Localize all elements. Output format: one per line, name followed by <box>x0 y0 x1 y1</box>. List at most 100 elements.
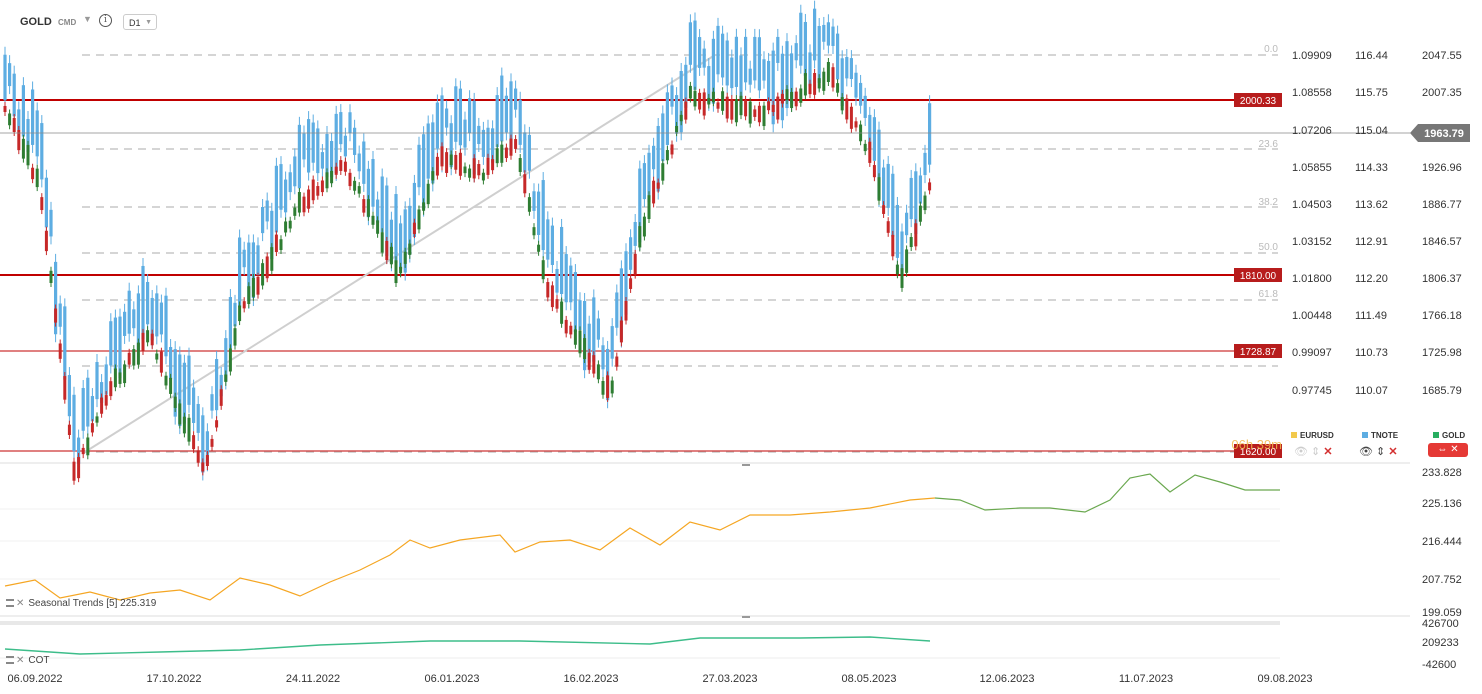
gold-candle-body <box>100 397 104 414</box>
gold-candle-body <box>458 152 462 176</box>
legend-eurusd[interactable]: EURUSD <box>1291 431 1334 440</box>
seasonal-axis-label: 207.752 <box>1422 574 1462 586</box>
gold-candle-body <box>187 417 191 442</box>
tnote-bar <box>270 210 274 260</box>
legend-tnote[interactable]: TNOTE <box>1362 431 1398 440</box>
tnote-bar <box>707 66 711 103</box>
legend-gold[interactable]: GOLD <box>1433 431 1465 440</box>
tnote-bar <box>656 125 660 192</box>
tnote-bar <box>698 37 702 68</box>
price-level-tag <box>1234 344 1282 358</box>
eye-icon[interactable]: 👁 <box>1359 446 1373 458</box>
chevron-down-icon[interactable]: ▼ <box>83 14 92 24</box>
gold-candle-body <box>31 167 35 180</box>
gold-candle-body <box>541 260 545 280</box>
close-icon[interactable]: ✕ <box>16 655 25 666</box>
tnote-bar <box>859 82 863 106</box>
gold-axis-label: 1806.37 <box>1422 273 1462 285</box>
tnote-bar <box>803 21 807 76</box>
updown-icon[interactable]: ⇕ <box>1311 446 1321 458</box>
gold-candle-body <box>675 125 679 133</box>
tnote-bar <box>8 63 12 87</box>
expand-icon[interactable]: ⇔ <box>1437 444 1448 455</box>
tnote-axis-label: 116.44 <box>1355 50 1388 62</box>
tnote-bar <box>394 194 398 264</box>
gold-candle-body <box>417 209 421 230</box>
tnote-bar <box>537 191 541 235</box>
tnote-bar <box>909 177 913 220</box>
gold-candle-body <box>81 447 85 455</box>
tnote-bar <box>849 58 853 80</box>
tnote-bar <box>17 109 21 131</box>
gold-candle-body <box>366 199 370 217</box>
timeframe-select[interactable]: D1 ▼ <box>123 14 157 30</box>
symbol-name[interactable]: GOLD <box>20 16 52 28</box>
tnote-bar <box>633 222 637 246</box>
seasonal-name: Trends <box>72 598 104 609</box>
tnote-bar <box>592 297 596 362</box>
gold-candle-body <box>882 205 886 214</box>
close-icon[interactable]: ✕ <box>1323 446 1333 458</box>
info-icon[interactable]: i <box>99 14 112 27</box>
gold-candle-body <box>905 249 909 273</box>
gold-candle-body <box>914 223 918 247</box>
gold-candle-body <box>537 244 541 252</box>
eurusd-swatch <box>1291 432 1297 438</box>
tnote-bar <box>780 53 784 121</box>
price-level-tag <box>1234 268 1282 282</box>
gold-candle-body <box>316 186 320 196</box>
tnote-bar <box>215 359 219 411</box>
menu-icon[interactable] <box>6 656 14 665</box>
eye-icon[interactable]: 👁 <box>1294 446 1308 458</box>
tnote-bar <box>35 110 39 157</box>
tnote-bar <box>118 316 122 379</box>
tnote-bar <box>868 114 872 150</box>
seasonal-axis-label: 199.059 <box>1422 607 1462 619</box>
tnote-bar <box>619 268 623 340</box>
tnote-bar <box>454 86 458 142</box>
tnote-bar <box>366 168 370 218</box>
tnote-bar <box>767 60 771 103</box>
tnote-bar <box>316 128 320 174</box>
gold-controls[interactable]: ⇔ ✕ <box>1428 443 1468 457</box>
tnote-bar <box>238 237 242 308</box>
tnote-bar <box>435 102 439 149</box>
gold-candle-body <box>610 380 614 394</box>
tnote-bar <box>311 122 315 163</box>
gold-candle-body <box>596 364 600 380</box>
gold-candle-body <box>840 97 844 111</box>
seasonal-historic-line <box>4 497 936 601</box>
gold-candle-body <box>173 396 177 408</box>
updown-icon[interactable]: ⇕ <box>1376 446 1386 458</box>
eurusd-axis-label: 1.03152 <box>1292 236 1332 248</box>
tnote-bar <box>596 318 600 340</box>
gold-candle-body <box>127 352 131 365</box>
tnote-bar <box>265 200 269 222</box>
gold-candle-body <box>348 172 352 187</box>
gold-candle-body <box>35 168 39 188</box>
menu-icon[interactable] <box>6 599 14 608</box>
tnote-bar <box>748 68 752 85</box>
tnote-bar <box>661 113 665 162</box>
tnote-bar <box>26 119 30 153</box>
gold-candle-body <box>320 180 324 193</box>
close-icon[interactable]: ✕ <box>1388 446 1398 458</box>
cot-axis-label: 426700 <box>1422 618 1459 630</box>
gold-candle-body <box>86 437 90 456</box>
eurusd-axis-label: 1.00448 <box>1292 310 1332 322</box>
gold-candle-body <box>159 351 163 373</box>
gold-candle-body <box>560 301 564 324</box>
tnote-bar <box>403 209 407 273</box>
close-icon[interactable]: ✕ <box>1450 444 1459 455</box>
gold-candle-body <box>790 91 794 109</box>
gold-candle-body <box>26 144 30 166</box>
tnote-bar <box>509 81 513 151</box>
gold-candle-body <box>629 278 633 289</box>
cot-legend: ✕ COT <box>6 655 50 666</box>
seasonal-projection-line <box>934 473 1280 513</box>
gold-candle-body <box>325 172 329 189</box>
close-icon[interactable]: ✕ <box>16 598 25 609</box>
tnote-bar <box>854 72 858 98</box>
gold-candle-body <box>767 101 771 111</box>
